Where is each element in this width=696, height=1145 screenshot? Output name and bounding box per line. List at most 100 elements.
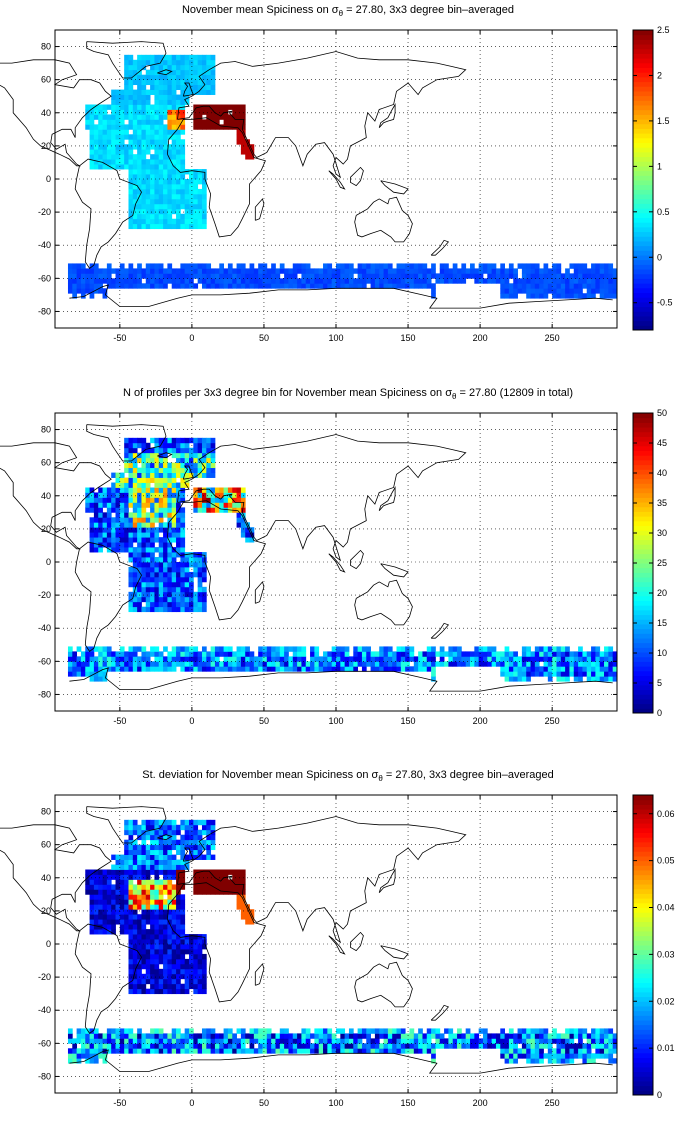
heatmap-cell <box>189 666 194 672</box>
heatmap-cell <box>98 278 103 284</box>
heatmap-cell <box>176 963 181 970</box>
coastline <box>350 166 364 187</box>
heatmap-cell <box>171 983 177 990</box>
heatmap-cell <box>189 174 194 180</box>
heatmap-cell <box>115 472 121 478</box>
heatmap-cell <box>348 273 354 279</box>
heatmap-cell <box>245 149 250 155</box>
heatmap-cell <box>158 661 164 667</box>
heatmap-cell <box>137 552 142 558</box>
heatmap-cell <box>115 859 121 865</box>
heatmap-cell <box>93 656 99 662</box>
heatmap-cell <box>565 666 570 672</box>
heatmap-cell <box>439 1038 445 1044</box>
heatmap-cell <box>98 914 103 920</box>
heatmap-cell <box>206 884 212 890</box>
colorbar-tick-label: 5 <box>657 678 662 688</box>
panel-mean-spiciness: November mean Spiciness on σθ = 27.80, 3… <box>0 0 696 380</box>
heatmap-cell <box>305 283 311 289</box>
heatmap-cell <box>128 859 134 865</box>
heatmap-cell <box>167 864 173 870</box>
heatmap-cell <box>361 278 367 284</box>
heatmap-cell <box>154 218 160 225</box>
heatmap-cell <box>500 283 505 289</box>
heatmap-cell <box>167 467 173 473</box>
heatmap-cell <box>214 646 220 652</box>
colorbar-segment <box>633 194 653 200</box>
heatmap-cell <box>193 834 199 841</box>
heatmap-cell <box>396 268 402 274</box>
heatmap-cell <box>318 661 324 667</box>
heatmap-cell <box>560 1048 566 1054</box>
heatmap-cell <box>357 1033 363 1039</box>
x-tick-label: 100 <box>328 716 343 726</box>
heatmap-cell <box>201 437 207 444</box>
heatmap-cell <box>137 963 142 970</box>
heatmap-cell <box>383 651 389 657</box>
heatmap-cell <box>526 656 531 662</box>
heatmap-cell <box>124 278 129 284</box>
heatmap-cell <box>556 1033 562 1039</box>
heatmap-cell <box>396 283 402 289</box>
heatmap-cell <box>197 447 203 454</box>
heatmap-cell <box>582 671 588 677</box>
heatmap-cell <box>106 492 112 498</box>
heatmap-cell <box>470 661 475 667</box>
heatmap-cell <box>180 174 186 180</box>
heatmap-cell <box>145 69 151 76</box>
heatmap-cell <box>167 179 173 185</box>
heatmap-cell <box>85 671 90 677</box>
heatmap-cell <box>145 512 151 518</box>
coastline <box>157 452 173 459</box>
heatmap-cell <box>176 482 181 488</box>
heatmap-cell <box>223 507 229 513</box>
heatmap-cell <box>150 114 155 120</box>
heatmap-cell <box>180 864 186 870</box>
heatmap-cell <box>526 661 531 667</box>
heatmap-cell <box>137 542 142 548</box>
heatmap-cell <box>422 263 428 269</box>
heatmap-cell <box>171 864 177 870</box>
heatmap-cell <box>201 571 207 578</box>
heatmap-cell <box>387 1043 393 1049</box>
heatmap-cell <box>158 183 164 190</box>
heatmap-cell <box>193 263 199 269</box>
heatmap-cell <box>67 288 73 294</box>
heatmap-cell <box>67 273 73 279</box>
heatmap-cell <box>163 179 168 185</box>
colorbar-segment <box>633 1085 653 1091</box>
heatmap-cell <box>197 596 203 603</box>
heatmap-cell <box>145 978 151 985</box>
heatmap-cell <box>85 884 90 890</box>
heatmap-cell <box>163 79 168 86</box>
heatmap-cell <box>193 183 199 190</box>
heatmap-cell <box>124 859 129 865</box>
heatmap-cell <box>206 64 212 71</box>
heatmap-cell <box>111 492 116 498</box>
heatmap-cell <box>336 1043 341 1049</box>
heatmap-cell <box>331 656 337 662</box>
heatmap-cell <box>150 447 155 454</box>
heatmap-cell <box>219 109 224 115</box>
heatmap-cell <box>132 963 138 970</box>
colorbar-segment <box>633 982 653 988</box>
heatmap-cell <box>106 114 112 120</box>
heatmap-cell <box>89 1058 95 1064</box>
heatmap-cell <box>89 507 95 513</box>
coastline <box>182 465 194 480</box>
heatmap-cell <box>106 904 112 910</box>
heatmap-cell <box>214 666 220 672</box>
heatmap-cell <box>158 894 164 900</box>
heatmap-cell <box>508 661 514 667</box>
heatmap-cell <box>145 899 151 905</box>
colorbar-tick-label: 40 <box>657 468 667 478</box>
heatmap-cell <box>331 1033 337 1039</box>
heatmap-cell <box>154 889 160 895</box>
heatmap-cell <box>115 874 121 880</box>
heatmap-cell <box>80 651 86 657</box>
heatmap-cell <box>145 183 151 190</box>
heatmap-cell <box>435 278 441 284</box>
heatmap-cell <box>539 1058 544 1064</box>
heatmap-cell <box>176 472 181 478</box>
heatmap-cell <box>534 666 540 672</box>
